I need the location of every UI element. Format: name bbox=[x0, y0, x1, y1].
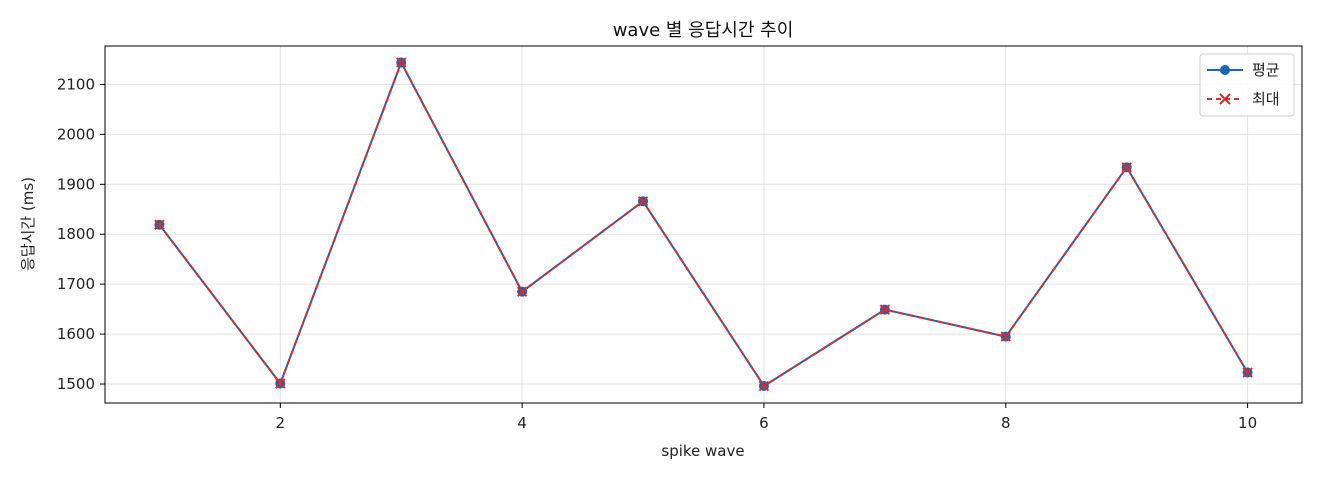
series-layer bbox=[154, 57, 1253, 392]
series-max bbox=[154, 57, 1253, 392]
plot-area-frame bbox=[104, 45, 1303, 404]
x-tick-label: 2 bbox=[276, 414, 286, 432]
data-point bbox=[879, 304, 891, 315]
series-avg bbox=[154, 57, 1253, 392]
data-point bbox=[1000, 331, 1011, 342]
grid-lines bbox=[105, 46, 1302, 403]
data-point bbox=[396, 57, 407, 68]
legend-marker-avg bbox=[1220, 65, 1230, 75]
y-tick-label: 1500 bbox=[57, 375, 95, 393]
series-line bbox=[158, 61, 1249, 387]
y-tick-label: 1800 bbox=[57, 225, 95, 243]
data-point bbox=[275, 378, 286, 389]
y-tick-label: 1600 bbox=[57, 325, 95, 343]
y-tick-label: 2000 bbox=[57, 125, 95, 143]
legend: 평균 최대 bbox=[1199, 53, 1295, 117]
data-point bbox=[637, 196, 649, 207]
chart-title: wave 별 응답시간 추이 bbox=[613, 20, 794, 41]
series-line bbox=[158, 61, 1249, 387]
legend-label-max: 최대 bbox=[1252, 90, 1280, 108]
x-tick-label: 10 bbox=[1238, 414, 1257, 432]
y-tick-label: 1900 bbox=[57, 175, 95, 193]
x-tick-label: 6 bbox=[759, 414, 769, 432]
data-point bbox=[1242, 367, 1253, 378]
data-point bbox=[758, 380, 770, 392]
legend-box bbox=[1199, 53, 1295, 117]
y-axis-ticks: 1500 1600 1700 1800 1900 2000 2100 bbox=[57, 75, 105, 393]
y-tick-label: 2100 bbox=[57, 75, 95, 93]
x-tick-label: 4 bbox=[517, 414, 527, 432]
data-point bbox=[154, 219, 165, 230]
y-axis-label: 응답시간 (ms) bbox=[19, 177, 37, 271]
y-tick-label: 1700 bbox=[57, 275, 95, 293]
data-point bbox=[516, 286, 528, 297]
data-point bbox=[1121, 162, 1132, 173]
legend-label-avg: 평균 bbox=[1252, 61, 1280, 79]
x-axis-ticks: 2 4 6 8 10 bbox=[276, 403, 1257, 432]
legend-marker-max bbox=[1219, 93, 1231, 105]
x-tick-label: 8 bbox=[1001, 414, 1011, 432]
x-axis-label: spike wave bbox=[661, 442, 744, 460]
